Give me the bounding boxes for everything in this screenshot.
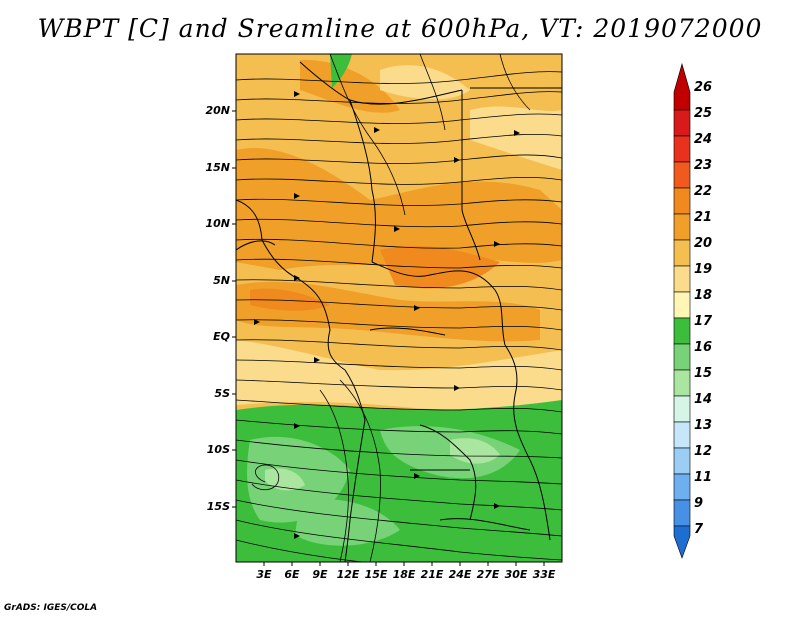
colorbar-segment [673,473,691,501]
colorbar [673,62,691,559]
colorbar-segment [673,135,691,163]
lat-label: 5S [214,387,230,400]
field-patch-15-16 [265,468,305,491]
lat-label: 10S [206,443,230,456]
field-patch-20-21 [300,59,400,113]
field-patch-21-22 [250,288,330,311]
latitude-ticks [232,110,236,508]
colorbar-label: 17 [694,314,713,329]
colorbar-label: 18 [694,288,713,303]
colorbar-label: 14 [694,392,713,407]
field-patch-16-17 [295,498,400,546]
colorbar-segment [673,187,691,215]
temperature-field [236,54,562,562]
lon-label: 6E [284,568,300,581]
field-patch-18-19 [380,65,470,100]
colorbar-label: 19 [694,262,713,277]
field-patch-20-21 [236,281,540,342]
colorbar-segment [673,291,691,319]
colorbar-label: 16 [694,340,713,355]
colorbar-label: 21 [694,210,713,225]
map-title: WBPT [C] and Sreamline at 600hPa, VT: 20… [37,14,763,43]
colorbar-segment [673,239,691,267]
map-frame [235,53,563,563]
lon-label: 27E [476,568,500,581]
colorbar-segment [673,499,691,527]
lat-label: 20N [205,104,230,117]
colorbar-label: 20 [694,236,713,251]
colorbar-label: 12 [694,444,713,459]
field-patch-20-21 [236,148,562,270]
colorbar-label: 22 [694,184,713,199]
colorbar-segment [673,213,691,241]
lon-label: 12E [336,568,360,581]
colorbar-segment [673,109,691,137]
lon-label: 30E [504,568,528,581]
lon-label: 9E [312,568,328,581]
country-borders [236,61,562,562]
field-patch-15-16 [450,438,500,464]
colorbar-segment [673,447,691,475]
streamlines [236,54,562,562]
lat-label: 5N [213,274,230,287]
colorbar-segment [673,343,691,371]
colorbar-label: 25 [694,106,713,121]
streamline-arrows [254,91,520,539]
colorbar-segment [673,265,691,293]
lon-label: 33E [532,568,556,581]
colorbar-label: 13 [694,418,713,433]
longitude-ticks [263,562,545,566]
colorbar-segment [673,161,691,189]
colorbar-segment [673,421,691,449]
field-patch-18-19 [236,340,562,413]
colorbar-label: 9 [694,496,704,511]
colorbar-label: 24 [694,132,713,147]
lon-label: 18E [392,568,416,581]
colorbar-label: 7 [694,522,704,537]
lon-label: 3E [256,568,272,581]
colorbar-segment [673,525,691,559]
colorbar-segment [673,317,691,345]
colorbar-segment [673,369,691,397]
lat-label: EQ [213,330,230,343]
field-patch-21-22 [380,245,500,289]
lon-label: 21E [420,568,444,581]
lat-label: 15S [206,500,230,513]
lat-label: 10N [205,217,230,230]
colorbar-label: 26 [694,80,713,95]
colorbar-label: 11 [694,470,713,485]
colorbar-label: 23 [694,158,713,173]
colorbar-label: 15 [694,366,713,381]
lon-label: 15E [364,568,388,581]
field-patch-18-19 [470,106,562,170]
grads-credit: GrADS: IGES/COLA [4,603,98,613]
lat-label: 15N [205,161,230,174]
colorbar-segment [673,62,691,111]
lon-label: 24E [448,568,472,581]
colorbar-segment [673,395,691,423]
field-patch-17-18 [330,54,352,88]
